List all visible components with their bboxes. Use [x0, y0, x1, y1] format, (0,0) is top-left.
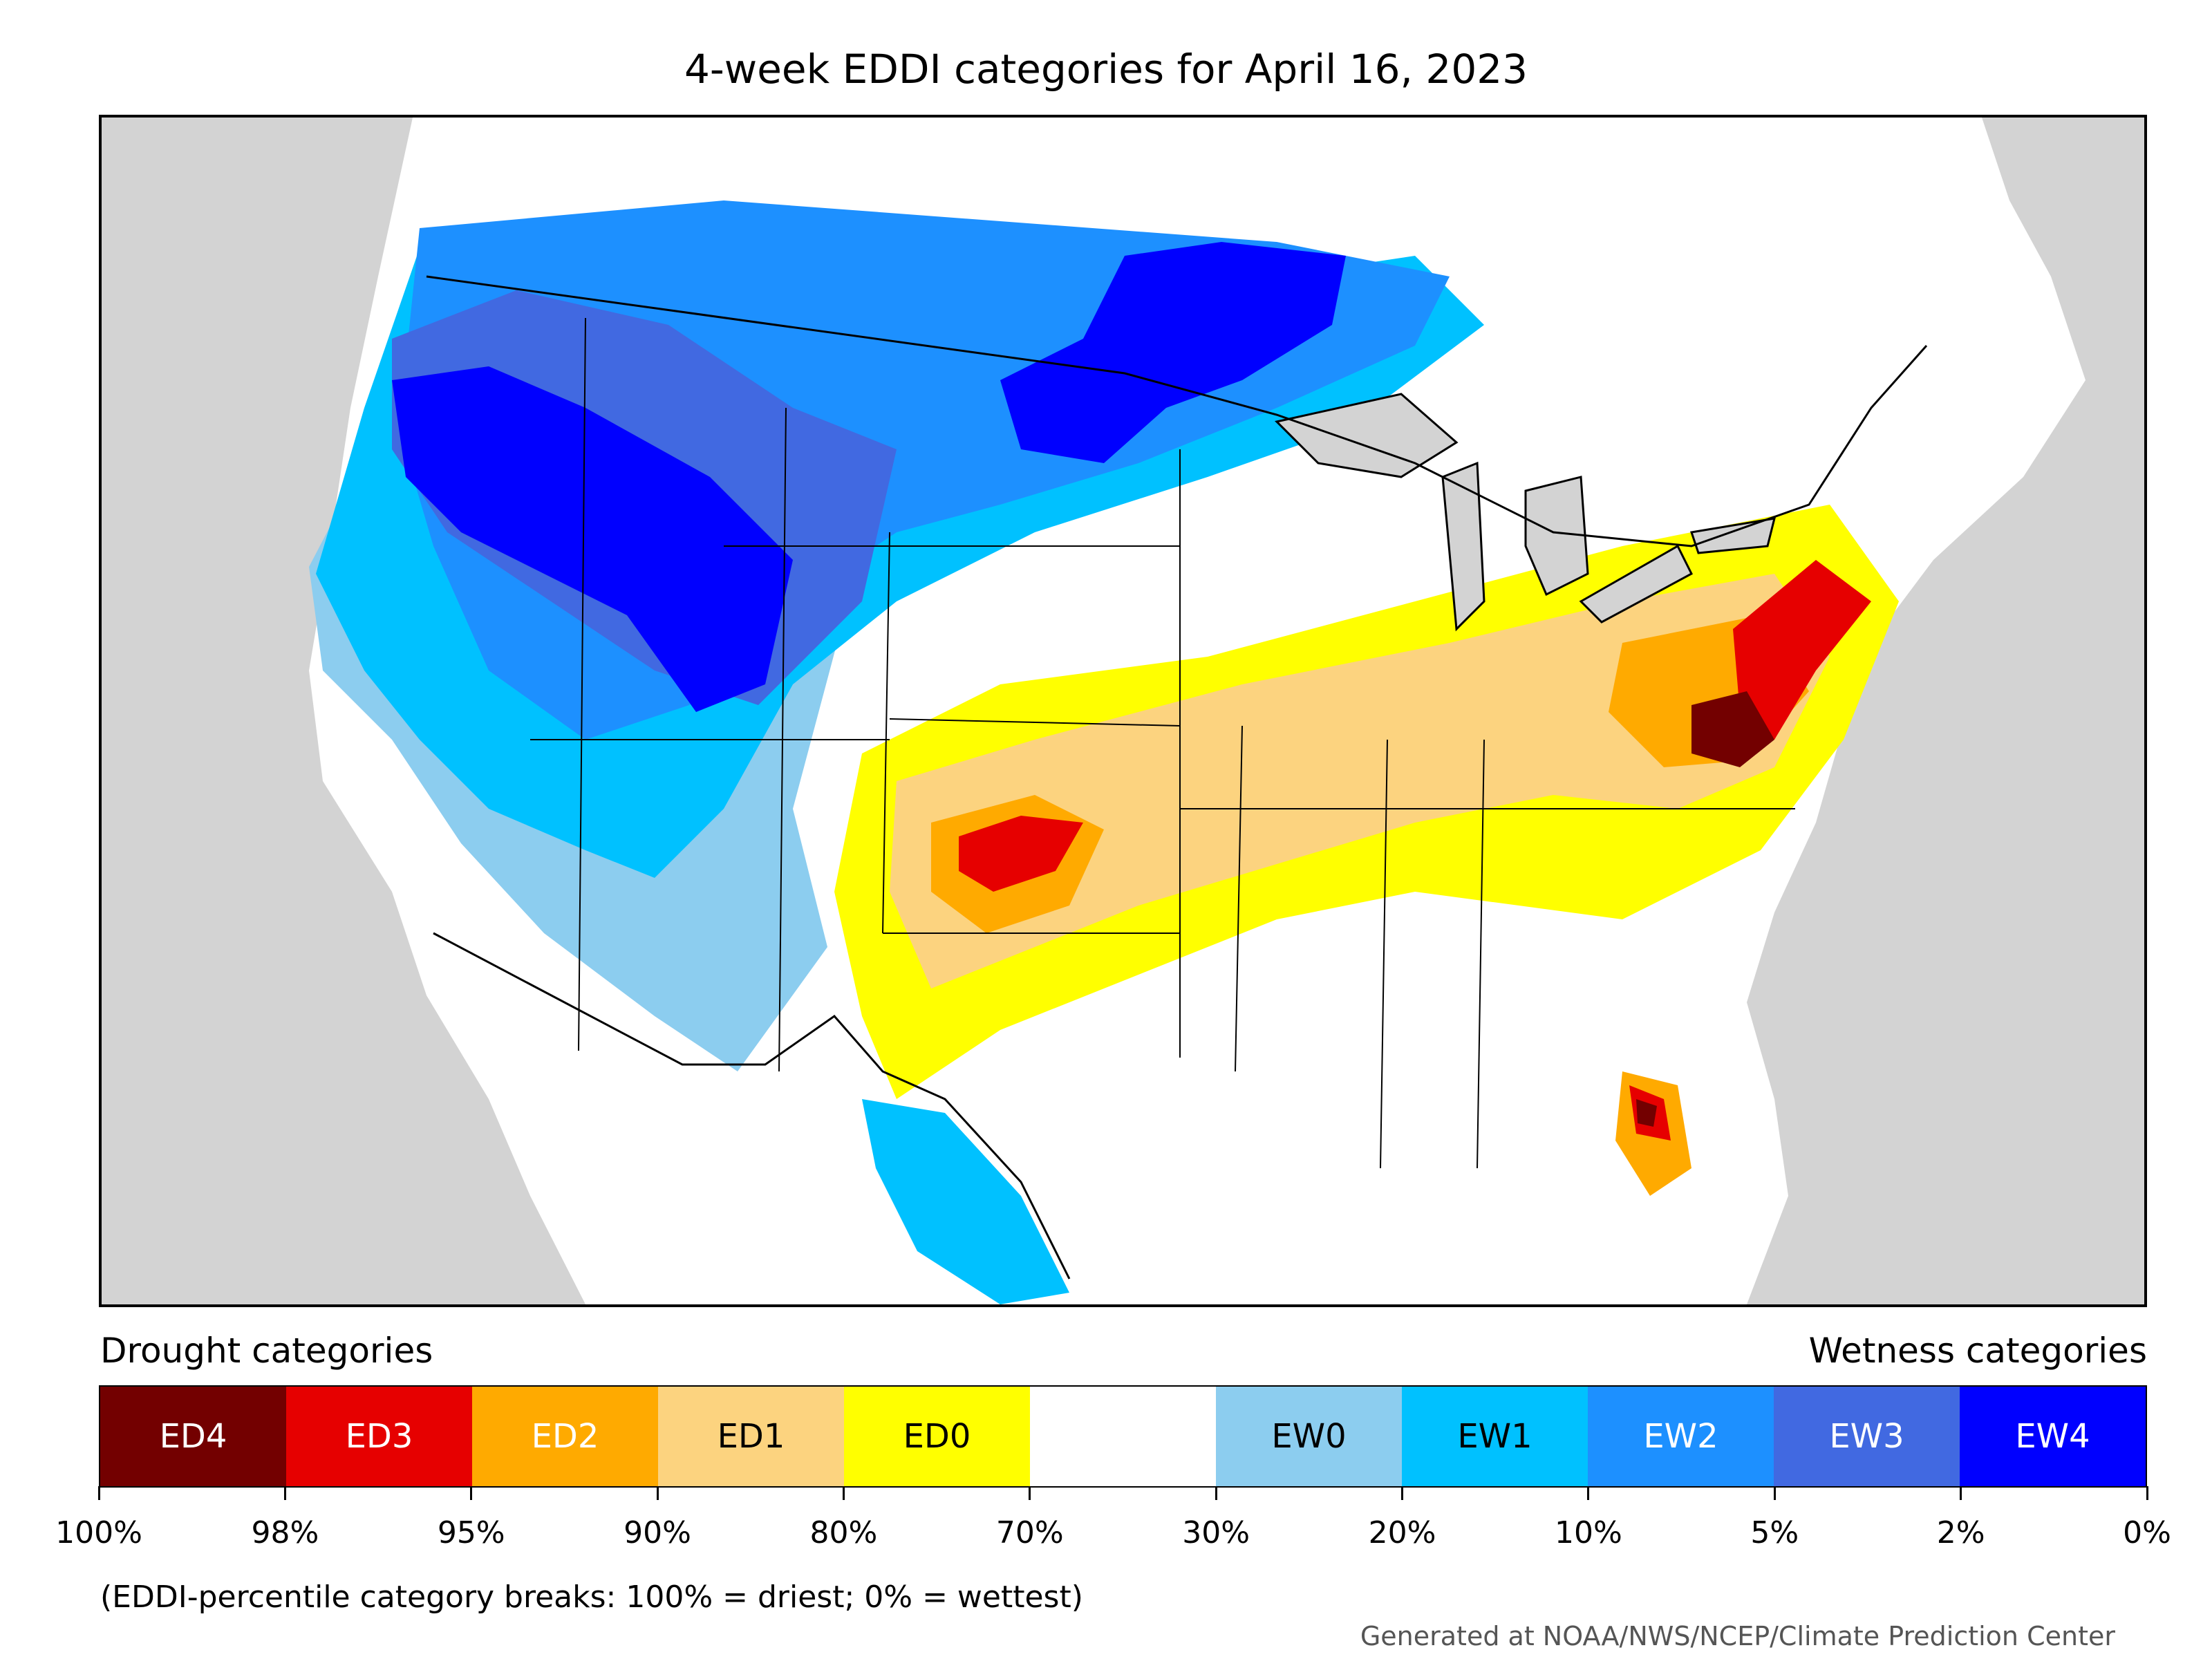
us-mexico-border — [433, 932, 1071, 1280]
dry-ed2 — [931, 615, 1809, 1196]
wet-ew4-nw — [392, 366, 793, 712]
legend-tick — [283, 1486, 286, 1500]
category-legend: ED4 ED3 ED2 ED1 ED0 EW0 EW1 EW2 EW3 EW4 — [99, 1385, 2147, 1488]
legend-tick-label: 5% — [1750, 1515, 1799, 1550]
eddi-map — [309, 118, 2086, 1304]
legend-tick — [1401, 1486, 1404, 1500]
legend-tick — [1960, 1486, 1962, 1500]
legend-tick-label: 2% — [1936, 1515, 1985, 1550]
legend-tick-label: 20% — [1368, 1515, 1436, 1550]
wetness-categories-heading: Wetness categories — [1808, 1331, 2147, 1371]
legend-tick — [470, 1486, 473, 1500]
legend-tick — [97, 1486, 100, 1500]
legend-tick-label: 95% — [437, 1515, 505, 1550]
legend-tick — [2146, 1486, 2148, 1500]
legend-tick-label: 0% — [2123, 1515, 2171, 1550]
map-title: 4-week EDDI categories for April 16, 202… — [684, 46, 1528, 93]
legend-tick — [656, 1486, 659, 1500]
legend-note: (EDDI-percentile category breaks: 100% =… — [100, 1580, 1083, 1615]
state-lines — [530, 317, 1795, 1169]
legend-tick-label: 70% — [995, 1515, 1064, 1550]
legend-cell-ew2: EW2 — [1588, 1387, 1774, 1486]
legend-tick — [1215, 1486, 1217, 1500]
legend-tick — [1029, 1486, 1031, 1500]
wet-south-tx — [862, 1099, 1069, 1304]
legend-tick-label: 30% — [1182, 1515, 1250, 1550]
drought-categories-heading: Drought categories — [100, 1331, 433, 1371]
dry-ed1 — [890, 574, 1830, 988]
legend-tick — [1773, 1486, 1776, 1500]
credit-text: Generated at NOAA/NWS/NCEP/Climate Predi… — [1360, 1621, 2115, 1651]
great-lakes — [1275, 393, 1777, 632]
map-panel — [99, 115, 2147, 1307]
legend-cell-ew4: EW4 — [1960, 1387, 2146, 1486]
legend-cell-ed1: ED1 — [658, 1387, 844, 1486]
legend-tick-label: 80% — [809, 1515, 878, 1550]
legend-cell-ew1: EW1 — [1402, 1387, 1588, 1486]
legend-tick-label: 90% — [624, 1515, 691, 1550]
legend-cell-ed2: ED2 — [472, 1387, 658, 1486]
legend-cell-ew3: EW3 — [1774, 1387, 1960, 1486]
legend-tick — [1587, 1486, 1590, 1500]
legend-tick-label: 98% — [251, 1515, 319, 1550]
legend-cell-neutral — [1030, 1387, 1216, 1486]
legend-tick-label: 100% — [55, 1515, 142, 1550]
dry-ed3 — [959, 560, 1871, 1141]
wet-ew4-north — [1000, 242, 1346, 463]
dry-ed4 — [1636, 691, 1774, 1127]
legend-cell-ed0: ED0 — [844, 1387, 1030, 1486]
legend-cell-ed4: ED4 — [100, 1387, 286, 1486]
us-canada-border — [426, 275, 1928, 547]
legend-tick — [842, 1486, 845, 1500]
legend-tick-label: 10% — [1555, 1515, 1622, 1550]
legend-cell-ew0: EW0 — [1216, 1387, 1402, 1486]
legend-cell-ed3: ED3 — [286, 1387, 472, 1486]
